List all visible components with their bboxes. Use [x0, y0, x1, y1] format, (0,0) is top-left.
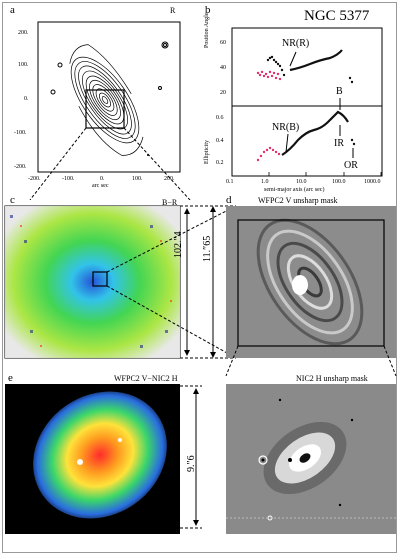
- panel-b-top-ytick: 40: [220, 65, 226, 71]
- figure-frame: [2, 2, 397, 553]
- panel-a-ytick: 100.: [18, 62, 29, 68]
- panel-b-bottom-ytick: 0.4: [216, 138, 224, 144]
- panel-label-c: c: [10, 194, 15, 206]
- panel-a-ytick: -100.: [14, 130, 27, 136]
- panel-a-ytick: 0.: [24, 96, 29, 102]
- annotation-nr-r: NR(R): [282, 38, 310, 49]
- panel-e-title: WFPC2 V−NIC2 H: [114, 374, 178, 383]
- panel-a-xtick: 200.: [164, 176, 175, 182]
- panel-a-xtick: 0.: [100, 176, 105, 182]
- panel-b-xtick: 100.0: [332, 179, 346, 185]
- panel-b-top-ytick: 60: [220, 40, 226, 46]
- panel-b-bottom-ytick: 0.6: [216, 115, 224, 121]
- panel-label-b: b: [205, 4, 211, 16]
- panel-b-title: NGC 5377: [304, 8, 370, 24]
- panel-b-xtick: 0.1: [226, 179, 234, 185]
- panel-f-title: NIC2 H unsharp mask: [296, 374, 368, 383]
- panel-label-d: d: [226, 194, 232, 206]
- panel-a-xaxis-label: arc sec: [92, 183, 109, 189]
- panel-d-title: WFPC2 V unsharp mask: [258, 196, 338, 205]
- panel-b-xtick: 1000.0: [364, 179, 381, 185]
- panel-a-ytick: 200.: [18, 30, 29, 36]
- panel-label-a: a: [10, 4, 15, 16]
- annotation-nr-b: NR(B): [272, 122, 300, 133]
- panel-b-top-ytick: 20: [220, 90, 226, 96]
- panel-a-corner-label: R: [170, 6, 176, 15]
- panel-a-ytick: -200.: [14, 164, 27, 170]
- annotation-b: B: [336, 86, 343, 97]
- panel-b-xtick: 10.0: [296, 179, 307, 185]
- panel-b-bottom-ytick: 0.2: [216, 160, 224, 166]
- annotation-ir: IR: [334, 138, 344, 149]
- panel-a-contour-plot: [29, 21, 191, 200]
- panel-b-profile-plot: [231, 27, 383, 177]
- annotation-or: OR: [344, 160, 358, 171]
- panel-a-xtick: -200.: [28, 176, 41, 182]
- panel-c-corner-label: B−R: [162, 198, 178, 207]
- panel-label-e: e: [8, 372, 13, 384]
- panel-b-xlabel: semi-major axis (arc sec): [264, 187, 325, 193]
- panel-a-xtick: -100.: [62, 176, 75, 182]
- panel-b-xtick: 1.0: [261, 179, 269, 185]
- panel-a-xtick: 100.: [132, 176, 143, 182]
